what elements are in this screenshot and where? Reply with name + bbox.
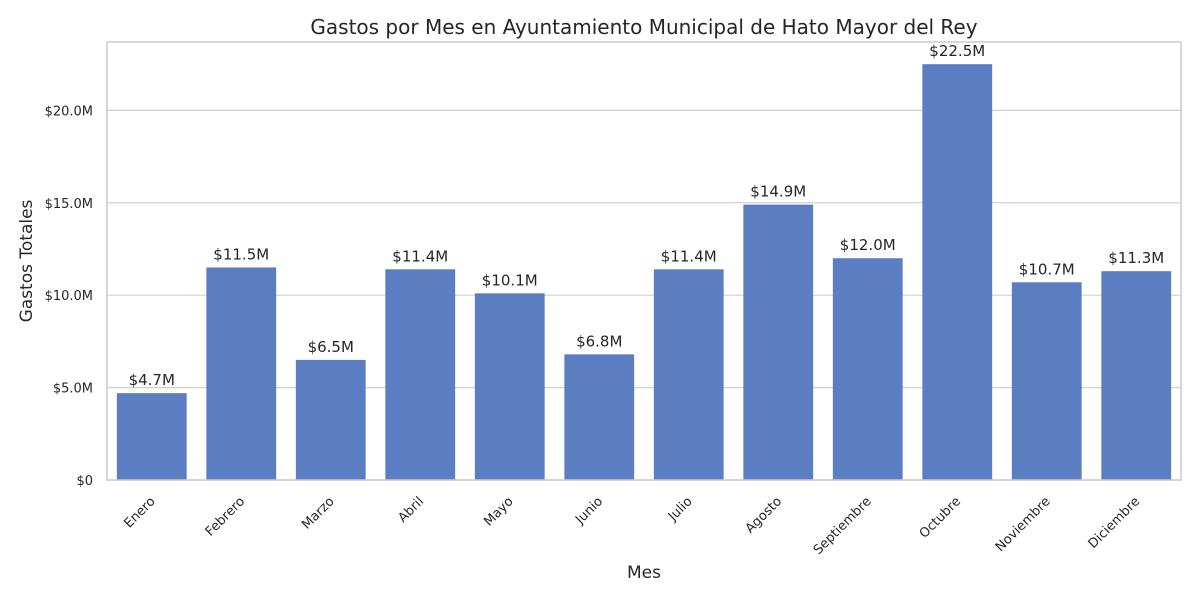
bar: [832, 258, 903, 480]
bar: [295, 359, 366, 480]
bar-value-label: $14.9M: [750, 183, 806, 201]
y-tick-label: $10.0M: [45, 289, 93, 304]
plot-frame: [106, 41, 1182, 481]
bar: [1101, 271, 1172, 480]
x-axis-label: Mes: [627, 563, 661, 583]
bar-value-label: $6.5M: [308, 338, 354, 356]
bar: [206, 267, 277, 480]
bar: [1011, 282, 1082, 480]
bar-value-label: $11.4M: [661, 247, 717, 265]
bar-value-label: $11.3M: [1108, 249, 1164, 267]
bar: [922, 64, 993, 480]
bar: [385, 269, 456, 480]
y-tick-label: $5.0M: [53, 382, 93, 397]
bar-value-label: $11.5M: [213, 245, 269, 263]
bar-value-label: $10.1M: [482, 271, 538, 289]
y-tick-label: $0: [76, 474, 93, 489]
bar-value-label: $4.7M: [129, 371, 175, 389]
y-axis-label: Gastos Totales: [17, 199, 37, 322]
bar: [474, 293, 545, 480]
y-tick-label: $20.0M: [45, 104, 93, 119]
bar-value-label: $6.8M: [576, 332, 622, 350]
bar: [564, 354, 635, 480]
chart-title: Gastos por Mes en Ayuntamiento Municipal…: [310, 15, 977, 39]
bar: [116, 393, 187, 480]
bar-value-label: $10.7M: [1019, 260, 1075, 278]
bar: [653, 269, 724, 480]
bar-value-label: $22.5M: [929, 42, 985, 60]
bar: [743, 204, 814, 480]
y-tick-label: $15.0M: [45, 197, 93, 212]
bar-value-label: $11.4M: [392, 247, 448, 265]
bar-value-label: $12.0M: [840, 236, 896, 254]
